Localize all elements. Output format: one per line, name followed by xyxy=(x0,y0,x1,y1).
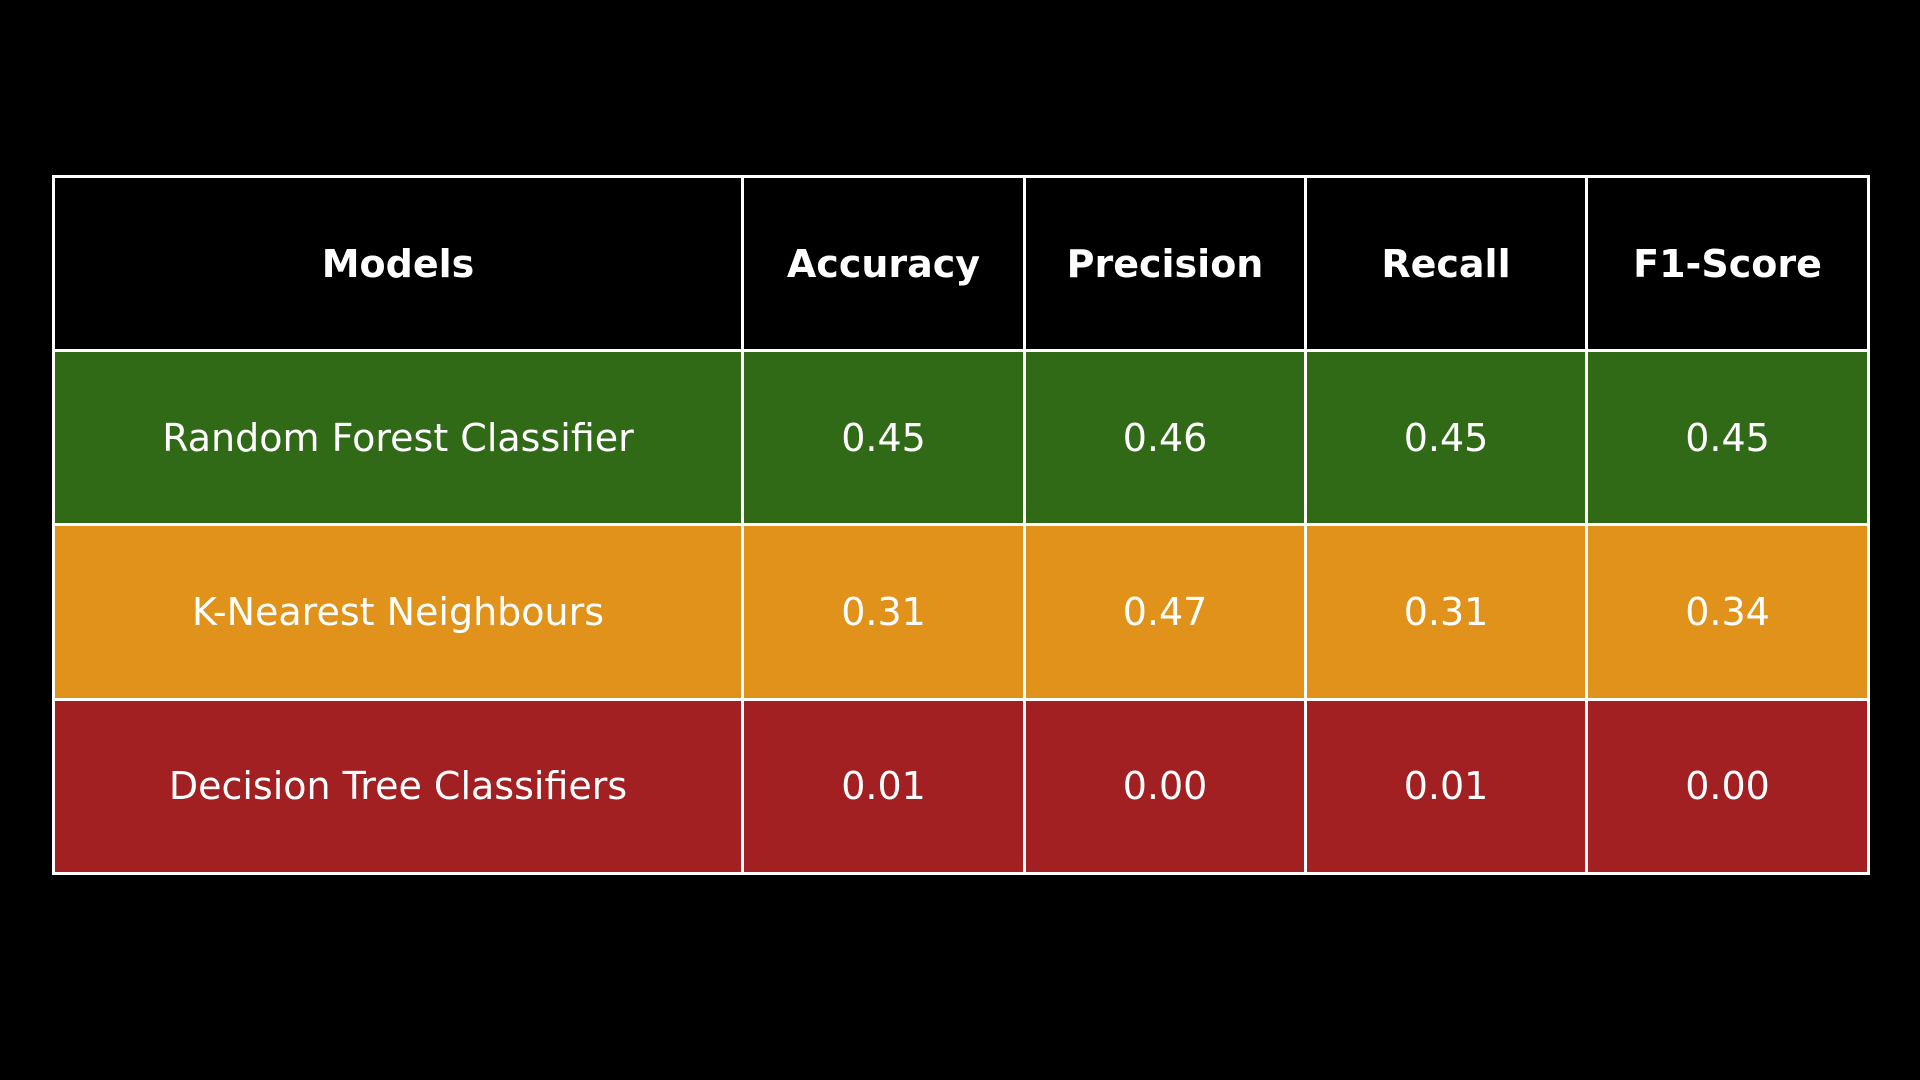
header-precision: Precision xyxy=(1023,175,1307,352)
header-row: Models Accuracy Precision Recall F1-Scor… xyxy=(52,175,1870,352)
accuracy-cell: 0.31 xyxy=(741,523,1026,701)
precision-cell: 0.47 xyxy=(1023,523,1307,701)
f1-score-cell: 0.00 xyxy=(1585,697,1870,876)
f1-score-cell: 0.45 xyxy=(1585,348,1870,527)
precision-cell: 0.00 xyxy=(1023,697,1307,876)
header-f1-score: F1-Score xyxy=(1585,175,1870,352)
recall-cell: 0.01 xyxy=(1304,697,1588,876)
header-recall: Recall xyxy=(1304,175,1588,352)
precision-cell: 0.46 xyxy=(1023,348,1307,527)
model-name-cell: K-Nearest Neighbours xyxy=(52,523,744,701)
model-name-cell: Random Forest Classifier xyxy=(52,348,744,527)
header-accuracy: Accuracy xyxy=(741,175,1026,352)
accuracy-cell: 0.01 xyxy=(741,697,1026,876)
table-row: Decision Tree Classifiers 0.01 0.00 0.01… xyxy=(52,697,1870,876)
model-name-cell: Decision Tree Classifiers xyxy=(52,697,744,876)
metrics-table: Models Accuracy Precision Recall F1-Scor… xyxy=(52,175,1870,876)
table-row: Random Forest Classifier 0.45 0.46 0.45 … xyxy=(52,348,1870,527)
accuracy-cell: 0.45 xyxy=(741,348,1026,527)
table-row: K-Nearest Neighbours 0.31 0.47 0.31 0.34 xyxy=(52,523,1870,701)
header-models: Models xyxy=(52,175,744,352)
f1-score-cell: 0.34 xyxy=(1585,523,1870,701)
recall-cell: 0.31 xyxy=(1304,523,1588,701)
recall-cell: 0.45 xyxy=(1304,348,1588,527)
